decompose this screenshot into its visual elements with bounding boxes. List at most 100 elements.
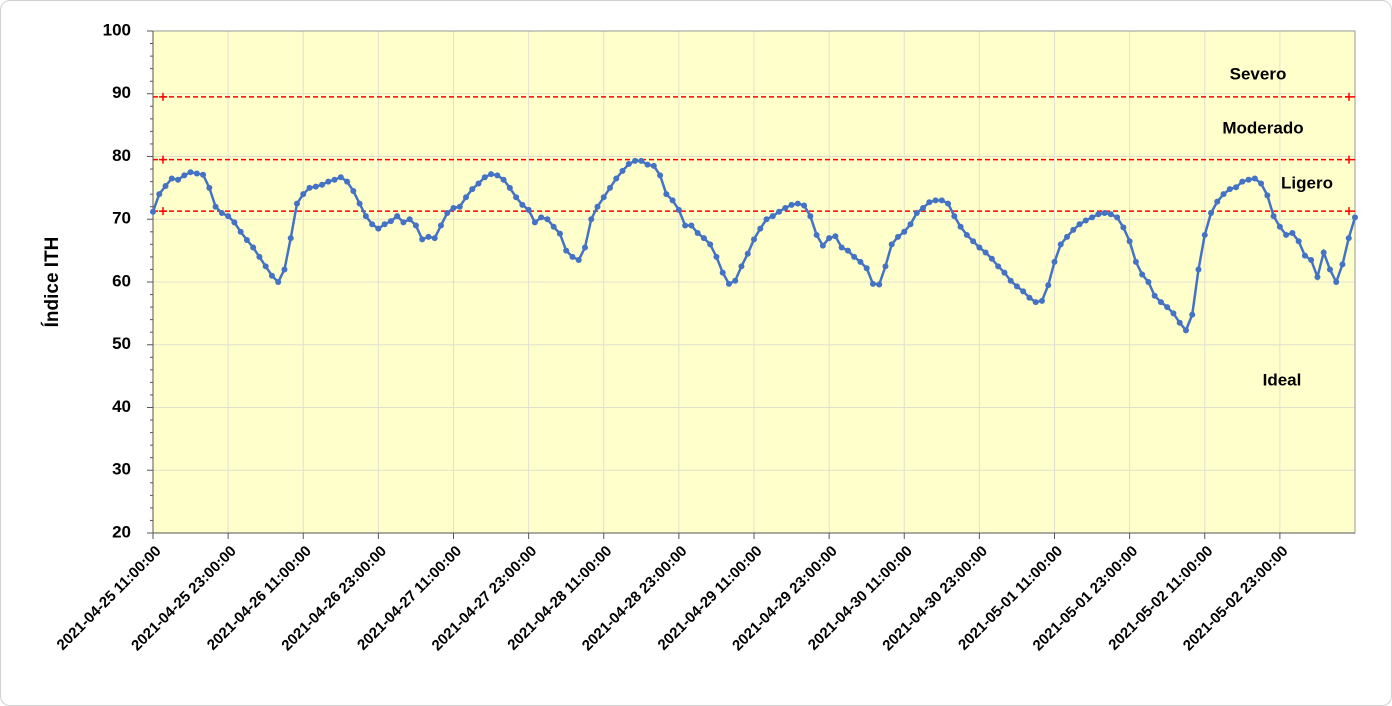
data-point (1333, 279, 1340, 285)
data-point (1176, 319, 1183, 326)
data-point (945, 200, 952, 207)
data-point (344, 178, 351, 185)
data-point (506, 184, 513, 191)
data-point (488, 171, 495, 178)
data-point (250, 244, 257, 251)
data-point (319, 181, 326, 188)
data-point (700, 235, 707, 242)
data-point (1057, 241, 1064, 248)
data-point (1308, 257, 1315, 264)
data-point (776, 208, 783, 215)
data-point (832, 233, 839, 240)
threshold-marker (159, 207, 167, 216)
data-point (425, 233, 432, 240)
y-tick-label: 30 (112, 460, 131, 479)
data-point (237, 228, 244, 235)
data-point (619, 167, 626, 174)
data-point (638, 157, 645, 164)
data-point (1352, 214, 1358, 221)
data-point (168, 175, 175, 182)
data-point (607, 184, 614, 191)
data-point (757, 225, 764, 232)
data-point (375, 225, 382, 232)
data-point (801, 202, 808, 209)
data-point (356, 200, 363, 207)
data-point (312, 183, 319, 190)
y-axis-label: Índice ITH (41, 237, 63, 328)
data-point (1289, 230, 1296, 237)
data-point (844, 247, 851, 254)
data-point (1170, 310, 1177, 317)
data-point (563, 247, 570, 254)
y-tick-label: 40 (112, 397, 131, 416)
data-point (1076, 221, 1083, 228)
data-point (268, 272, 275, 279)
data-point (431, 235, 438, 242)
data-point (682, 222, 689, 229)
data-point (926, 199, 933, 206)
data-point (1320, 249, 1327, 256)
data-point (544, 216, 551, 223)
threshold-marker (1345, 155, 1353, 164)
data-point (1270, 213, 1277, 220)
data-point (1082, 217, 1089, 224)
data-point (381, 221, 388, 228)
data-point (838, 244, 845, 251)
data-point (456, 203, 463, 210)
data-point (644, 161, 651, 168)
data-point (976, 244, 983, 251)
data-point (826, 235, 833, 242)
data-point (162, 182, 169, 189)
data-point (450, 204, 457, 211)
data-point (788, 201, 795, 208)
data-point (525, 206, 532, 213)
data-point (1258, 180, 1265, 187)
data-point (1151, 292, 1158, 299)
data-point (337, 174, 344, 181)
data-point (1001, 269, 1008, 276)
data-point (494, 172, 501, 179)
data-point (1070, 226, 1077, 233)
data-point (888, 241, 895, 248)
data-point (400, 219, 407, 226)
data-point (1295, 238, 1302, 245)
data-point (1345, 235, 1352, 242)
data-point (1245, 176, 1252, 183)
data-point (1283, 231, 1290, 238)
data-point (732, 277, 739, 284)
data-point (600, 194, 607, 201)
data-point (995, 263, 1002, 270)
data-point (594, 203, 601, 210)
data-point (1095, 211, 1102, 218)
data-point (763, 216, 770, 223)
data-point (581, 244, 588, 251)
data-point (362, 213, 369, 220)
data-point (1107, 211, 1114, 218)
data-point (1026, 294, 1033, 301)
data-point (387, 218, 394, 225)
annotation: Severo (1230, 64, 1287, 83)
data-point (1051, 258, 1058, 265)
data-point (538, 214, 545, 221)
data-point (938, 197, 945, 204)
data-point (663, 191, 670, 198)
data-point (688, 222, 695, 229)
data-point (1089, 214, 1096, 221)
data-point (437, 222, 444, 229)
data-point (625, 161, 632, 168)
data-point (1314, 273, 1321, 280)
y-tick-label: 90 (112, 83, 131, 102)
annotation: Ideal (1263, 370, 1302, 389)
data-point (1020, 288, 1027, 295)
data-point (851, 253, 858, 260)
data-point (769, 213, 776, 220)
y-tick-label: 20 (112, 522, 131, 541)
data-point (262, 263, 269, 270)
data-point (1339, 261, 1346, 268)
data-point (1182, 327, 1189, 334)
y-tick-label: 80 (112, 146, 131, 165)
data-point (901, 228, 908, 235)
y-tick-label: 50 (112, 334, 131, 353)
data-point (150, 208, 156, 215)
